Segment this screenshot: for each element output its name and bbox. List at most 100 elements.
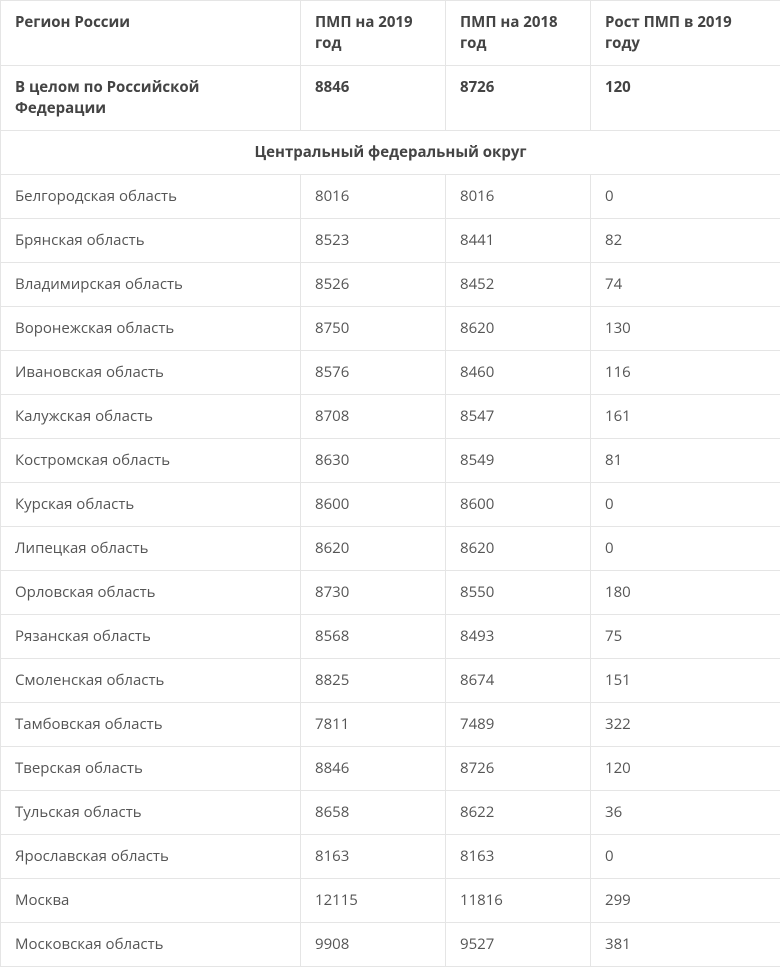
cell-growth: 81: [591, 439, 780, 483]
cell-growth: 299: [591, 879, 780, 923]
col-growth: Рост ПМП в 2019 году: [591, 1, 780, 66]
cell-growth: 120: [591, 747, 780, 791]
table-row: Воронежская область87508620130: [1, 307, 780, 351]
cell-pmp2019: 12115: [301, 879, 446, 923]
cell-region: Москва: [1, 879, 301, 923]
cell-pmp2019: 8016: [301, 175, 446, 219]
cell-pmp2018: 8620: [446, 307, 591, 351]
cell-pmp2018: 8622: [446, 791, 591, 835]
cell-region: Липецкая область: [1, 527, 301, 571]
cell-pmp2019: 8600: [301, 483, 446, 527]
cell-pmp2018: 8550: [446, 571, 591, 615]
cell-region: Воронежская область: [1, 307, 301, 351]
total-growth: 120: [591, 66, 780, 131]
table-row: Рязанская область8568849375: [1, 615, 780, 659]
cell-region: Московская область: [1, 923, 301, 967]
table-row: Костромская область8630854981: [1, 439, 780, 483]
cell-region: Курская область: [1, 483, 301, 527]
cell-growth: 82: [591, 219, 780, 263]
cell-growth: 116: [591, 351, 780, 395]
cell-pmp2019: 8825: [301, 659, 446, 703]
table-row: Липецкая область862086200: [1, 527, 780, 571]
total-pmp2019: 8846: [301, 66, 446, 131]
table-row: Москва1211511816299: [1, 879, 780, 923]
cell-pmp2018: 8016: [446, 175, 591, 219]
cell-pmp2018: 8163: [446, 835, 591, 879]
col-pmp2018: ПМП на 2018 год: [446, 1, 591, 66]
table-header-row: Регион России ПМП на 2019 год ПМП на 201…: [1, 1, 780, 66]
cell-pmp2018: 8460: [446, 351, 591, 395]
cell-pmp2019: 8708: [301, 395, 446, 439]
cell-region: Костромская область: [1, 439, 301, 483]
cell-region: Тульская область: [1, 791, 301, 835]
total-pmp2018: 8726: [446, 66, 591, 131]
table-row: Тамбовская область78117489322: [1, 703, 780, 747]
cell-pmp2018: 9527: [446, 923, 591, 967]
cell-pmp2019: 8163: [301, 835, 446, 879]
cell-growth: 0: [591, 835, 780, 879]
total-label: В целом по Российской Федерации: [1, 66, 301, 131]
cell-pmp2019: 9908: [301, 923, 446, 967]
cell-pmp2019: 8620: [301, 527, 446, 571]
table-row: Московская область99089527381: [1, 923, 780, 967]
table-row: Курская область860086000: [1, 483, 780, 527]
cell-growth: 130: [591, 307, 780, 351]
cell-region: Белгородская область: [1, 175, 301, 219]
cell-pmp2018: 8726: [446, 747, 591, 791]
cell-region: Ивановская область: [1, 351, 301, 395]
cell-pmp2018: 8452: [446, 263, 591, 307]
cell-pmp2018: 8600: [446, 483, 591, 527]
cell-region: Тамбовская область: [1, 703, 301, 747]
col-pmp2019: ПМП на 2019 год: [301, 1, 446, 66]
cell-region: Рязанская область: [1, 615, 301, 659]
cell-pmp2019: 8630: [301, 439, 446, 483]
cell-growth: 161: [591, 395, 780, 439]
cell-pmp2019: 8526: [301, 263, 446, 307]
cell-growth: 0: [591, 527, 780, 571]
cell-region: Калужская область: [1, 395, 301, 439]
table-row: Орловская область87308550180: [1, 571, 780, 615]
cell-pmp2019: 8523: [301, 219, 446, 263]
col-region: Регион России: [1, 1, 301, 66]
cell-growth: 75: [591, 615, 780, 659]
cell-growth: 180: [591, 571, 780, 615]
table-row: Владимирская область8526845274: [1, 263, 780, 307]
cell-pmp2019: 8730: [301, 571, 446, 615]
table-row: Смоленская область88258674151: [1, 659, 780, 703]
cell-pmp2019: 8568: [301, 615, 446, 659]
cell-pmp2018: 8620: [446, 527, 591, 571]
cell-pmp2018: 11816: [446, 879, 591, 923]
table-row: Тульская область8658862236: [1, 791, 780, 835]
cell-region: Смоленская область: [1, 659, 301, 703]
cell-growth: 0: [591, 483, 780, 527]
section-row: Центральный федеральный округ: [1, 131, 780, 175]
cell-pmp2018: 8547: [446, 395, 591, 439]
cell-growth: 381: [591, 923, 780, 967]
cell-pmp2019: 8846: [301, 747, 446, 791]
total-row: В целом по Российской Федерации 8846 872…: [1, 66, 780, 131]
cell-pmp2018: 8493: [446, 615, 591, 659]
cell-region: Орловская область: [1, 571, 301, 615]
table-row: Тверская область88468726120: [1, 747, 780, 791]
cell-pmp2019: 7811: [301, 703, 446, 747]
cell-growth: 0: [591, 175, 780, 219]
cell-pmp2018: 8549: [446, 439, 591, 483]
cell-pmp2019: 8576: [301, 351, 446, 395]
cell-pmp2019: 8750: [301, 307, 446, 351]
table-row: Калужская область87088547161: [1, 395, 780, 439]
cell-pmp2018: 8441: [446, 219, 591, 263]
section-title: Центральный федеральный округ: [1, 131, 780, 175]
cell-growth: 151: [591, 659, 780, 703]
table-body: В целом по Российской Федерации 8846 872…: [1, 66, 780, 967]
table-row: Ярославская область816381630: [1, 835, 780, 879]
cell-pmp2018: 7489: [446, 703, 591, 747]
cell-region: Ярославская область: [1, 835, 301, 879]
cell-growth: 322: [591, 703, 780, 747]
table-row: Брянская область8523844182: [1, 219, 780, 263]
cell-growth: 74: [591, 263, 780, 307]
table-row: Белгородская область801680160: [1, 175, 780, 219]
table-row: Ивановская область85768460116: [1, 351, 780, 395]
cell-pmp2019: 8658: [301, 791, 446, 835]
pmp-table: Регион России ПМП на 2019 год ПМП на 201…: [0, 0, 780, 967]
cell-growth: 36: [591, 791, 780, 835]
